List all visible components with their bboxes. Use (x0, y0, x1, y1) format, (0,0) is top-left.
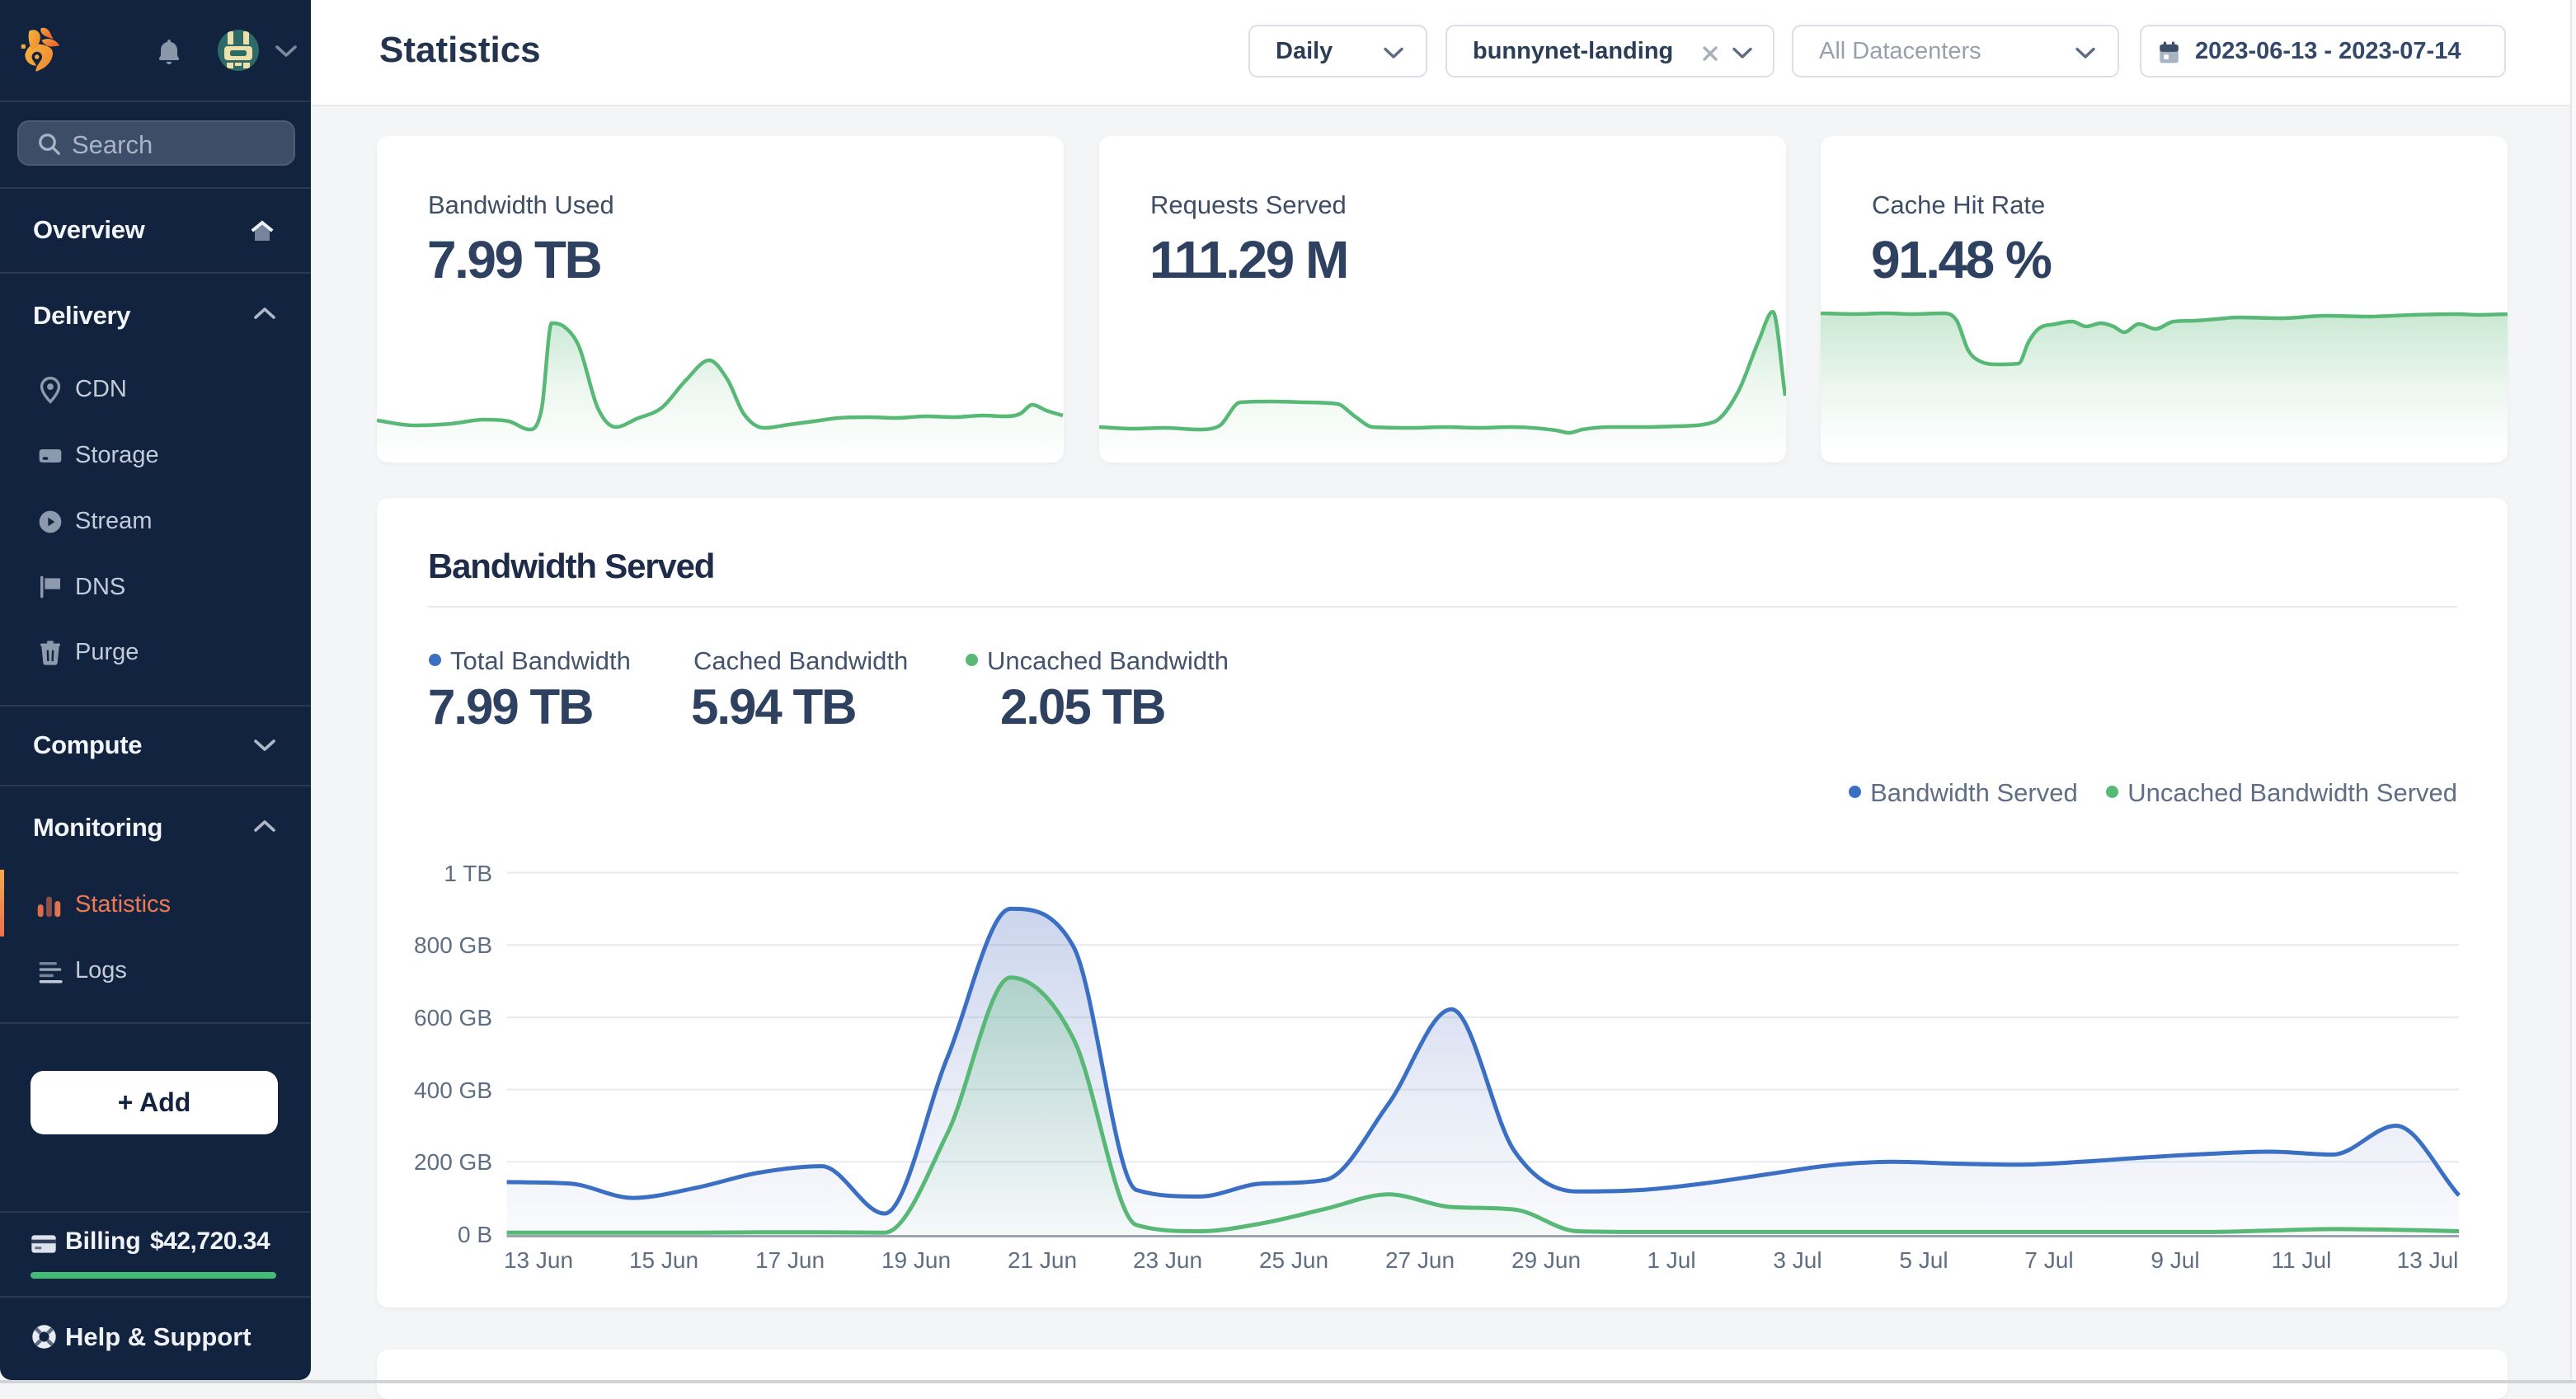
svg-text:13 Jun: 13 Jun (504, 1247, 573, 1273)
svg-text:19 Jun: 19 Jun (881, 1247, 951, 1273)
svg-text:23 Jun: 23 Jun (1133, 1247, 1202, 1273)
svg-text:11 Jul: 11 Jul (2272, 1247, 2332, 1273)
svg-text:21 Jun: 21 Jun (1008, 1247, 1077, 1273)
svg-text:200 GB: 200 GB (414, 1149, 492, 1175)
svg-text:17 Jun: 17 Jun (755, 1247, 825, 1273)
svg-text:600 GB: 600 GB (414, 1005, 492, 1030)
svg-text:1 Jul: 1 Jul (1647, 1247, 1695, 1273)
svg-text:13 Jul: 13 Jul (2397, 1247, 2459, 1273)
svg-text:15 Jun: 15 Jun (629, 1247, 698, 1273)
svg-text:0 B: 0 B (458, 1222, 492, 1247)
svg-text:27 Jun: 27 Jun (1385, 1247, 1455, 1273)
svg-text:800 GB: 800 GB (414, 932, 492, 958)
svg-text:7 Jul: 7 Jul (2024, 1247, 2073, 1273)
svg-text:5 Jul: 5 Jul (1899, 1247, 1948, 1273)
svg-text:1 TB: 1 TB (444, 861, 492, 886)
svg-text:400 GB: 400 GB (414, 1077, 492, 1103)
svg-text:9 Jul: 9 Jul (2151, 1247, 2199, 1273)
svg-text:3 Jul: 3 Jul (1773, 1247, 1822, 1273)
svg-text:29 Jun: 29 Jun (1511, 1247, 1581, 1273)
svg-text:25 Jun: 25 Jun (1259, 1247, 1328, 1273)
